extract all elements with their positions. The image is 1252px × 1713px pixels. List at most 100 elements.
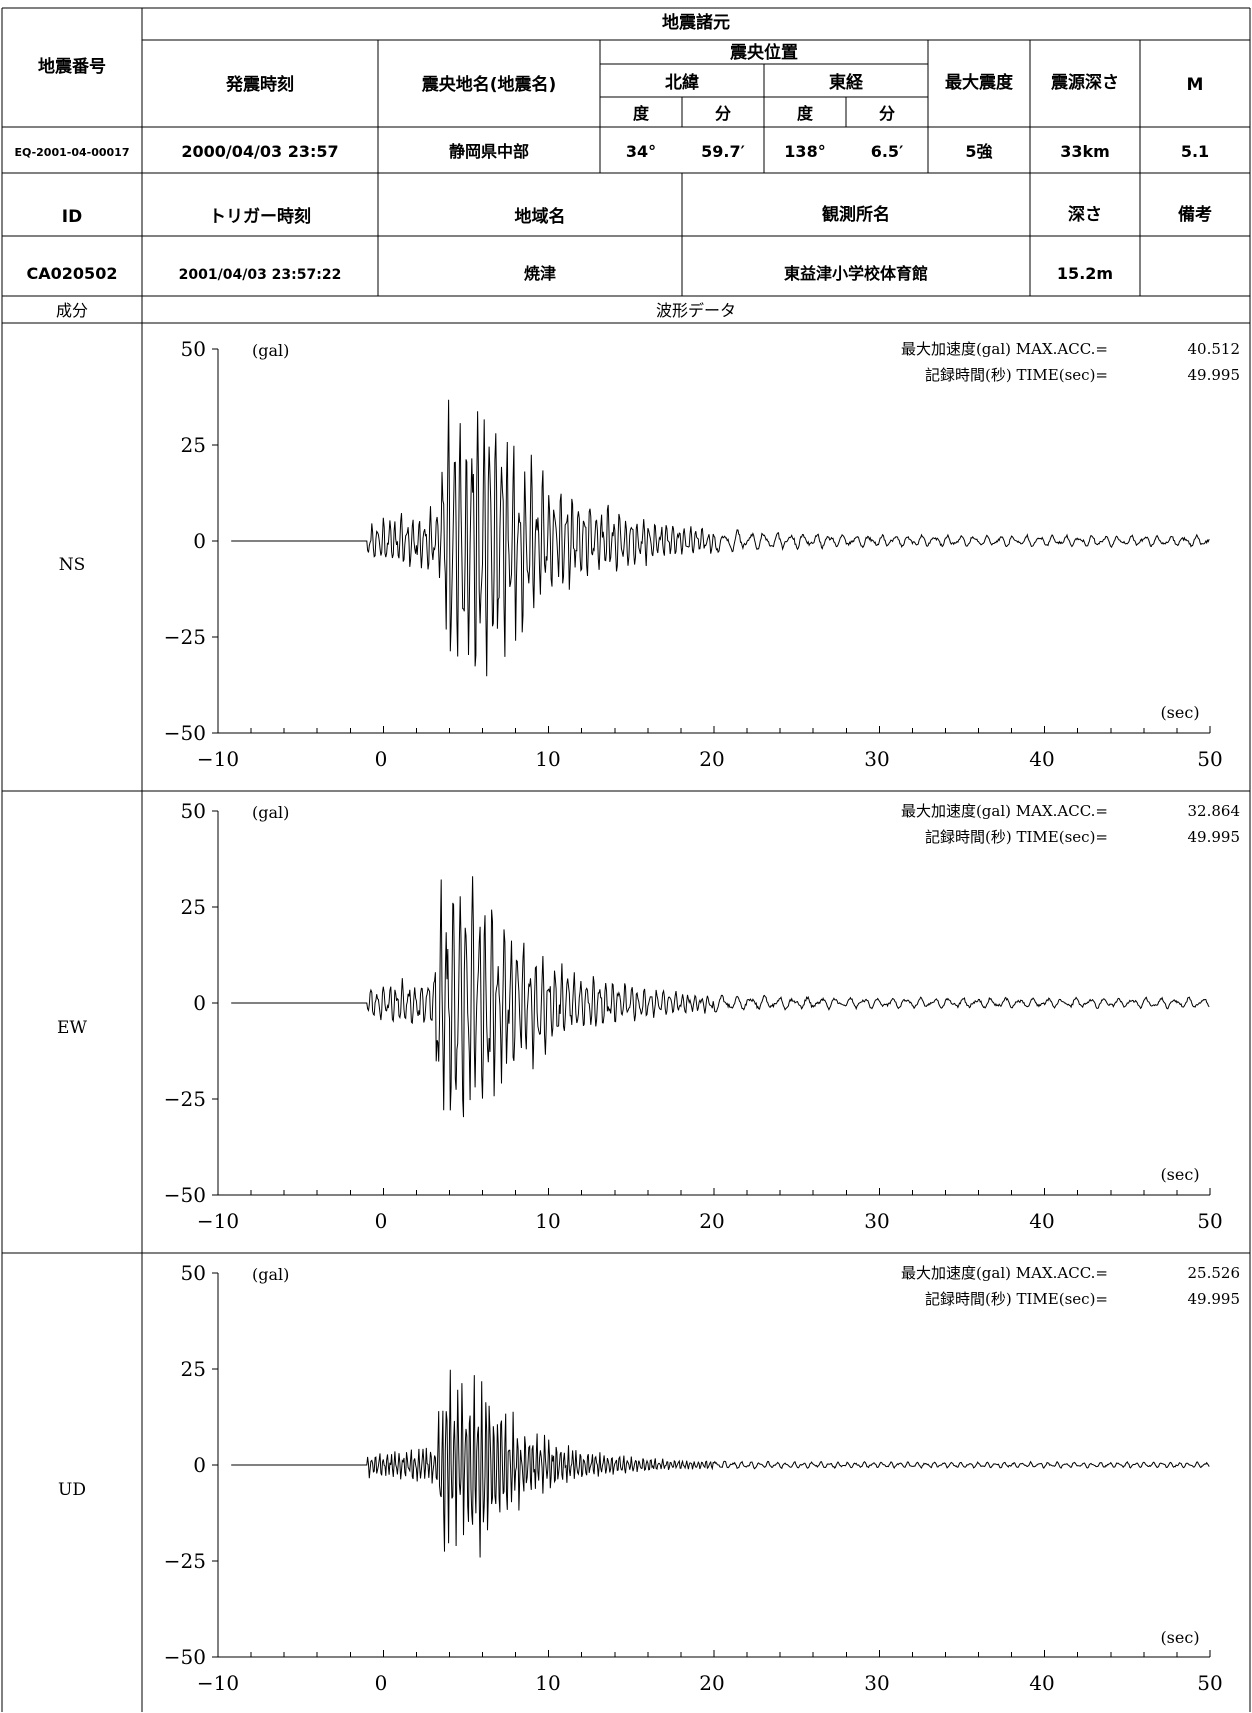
station-depth: 15.2m <box>1057 264 1113 283</box>
y-tick-label: −25 <box>164 625 206 649</box>
x-tick-label: −10 <box>197 1209 239 1233</box>
col-max-intensity: 最大震度 <box>945 72 1014 93</box>
x-tick-label: 30 <box>864 747 889 771</box>
x-tick-label: 40 <box>1029 1209 1054 1233</box>
max-acc-value: 40.512 <box>1188 340 1241 358</box>
y-tick-label: 0 <box>193 1453 206 1477</box>
event-row: EQ-2001-04-00017 2000/04/03 23:57 静岡県中部 … <box>15 142 1210 161</box>
x-tick-label: 0 <box>375 1209 388 1233</box>
lat-deg: 34° <box>626 142 656 161</box>
x-tick-label: 20 <box>699 747 724 771</box>
x-tick-label: 10 <box>535 1671 560 1695</box>
col-station-depth: 深さ <box>1068 204 1102 225</box>
record-time-value: 49.995 <box>1188 366 1241 384</box>
x-tick-label: 0 <box>375 1671 388 1695</box>
x-tick-label: 30 <box>864 1209 889 1233</box>
col-station: 観測所名 <box>822 204 890 225</box>
y-tick-label: −25 <box>164 1549 206 1573</box>
col-waveform: 波形データ <box>656 301 736 320</box>
waveform-panel-ew: EW (gal) 最大加速度(gal) MAX.ACC.= 32.864 記録時… <box>57 799 1240 1233</box>
max-acc-label: 最大加速度(gal) MAX.ACC.= <box>901 1264 1108 1282</box>
y-tick-label: 50 <box>181 799 206 823</box>
x-unit-label: (sec) <box>1160 1628 1199 1647</box>
x-unit-label: (sec) <box>1160 703 1199 722</box>
header-table <box>1 7 1251 1712</box>
record-time-label: 記録時間(秒) TIME(sec)= <box>925 1290 1108 1308</box>
col-lat: 北緯 <box>665 72 699 93</box>
max-acc-label: 最大加速度(gal) MAX.ACC.= <box>901 802 1108 820</box>
lon-deg: 138° <box>784 142 825 161</box>
x-tick-label: 40 <box>1029 747 1054 771</box>
lon-min: 6.5′ <box>871 142 904 161</box>
col-depth: 震源深さ <box>1050 72 1119 93</box>
waveform-panel-ud: UD (gal) 最大加速度(gal) MAX.ACC.= 25.526 記録時… <box>58 1261 1240 1695</box>
waveform-panel-ns: NS (gal) 最大加速度(gal) MAX.ACC.= 40.512 記録時… <box>59 337 1240 771</box>
record-time-label: 記録時間(秒) TIME(sec)= <box>925 366 1108 384</box>
event-no: EQ-2001-04-00017 <box>15 146 130 159</box>
max-acc-label: 最大加速度(gal) MAX.ACC.= <box>901 340 1108 358</box>
component-label: EW <box>57 1018 87 1038</box>
section-title: 地震諸元 <box>662 12 730 33</box>
x-tick-label: −10 <box>197 747 239 771</box>
col-component: 成分 <box>56 301 88 320</box>
x-tick-label: −10 <box>197 1671 239 1695</box>
depth: 33km <box>1060 142 1110 161</box>
col-id: ID <box>62 207 82 227</box>
col-trigger: トリガー時刻 <box>209 206 311 227</box>
y-tick-label: −50 <box>164 1645 206 1669</box>
y-tick-label: −50 <box>164 721 206 745</box>
col-origin-time: 発震時刻 <box>225 74 294 95</box>
ns-waveform-line <box>231 399 1210 677</box>
x-tick-label: 0 <box>375 747 388 771</box>
y-tick-label: 0 <box>193 991 206 1015</box>
x-tick-label: 50 <box>1197 1209 1222 1233</box>
col-lon: 東経 <box>829 72 864 93</box>
y-tick-label: −25 <box>164 1087 206 1111</box>
header-labels: 地震諸元 地震番号 発震時刻 震央地名(地震名) 震央位置 北緯 東経 度 分 … <box>38 12 1203 123</box>
max-acc-value: 32.864 <box>1188 802 1241 820</box>
x-tick-label: 20 <box>699 1209 724 1233</box>
record-time-label: 記録時間(秒) TIME(sec)= <box>925 828 1108 846</box>
y-tick-label: 50 <box>181 337 206 361</box>
max-intensity: 5強 <box>965 142 992 161</box>
lat-min: 59.7′ <box>701 142 745 161</box>
waveform-header-row: 成分 波形データ <box>56 301 736 320</box>
component-label: UD <box>58 1480 86 1500</box>
x-tick-label: 20 <box>699 1671 724 1695</box>
trigger-time: 2001/04/03 23:57:22 <box>179 267 342 283</box>
col-magnitude: M <box>1187 75 1204 95</box>
col-lon-deg: 度 <box>797 104 814 123</box>
col-epicenter-name: 震央地名(地震名) <box>421 74 557 95</box>
col-note: 備考 <box>1178 204 1212 225</box>
col-event-no: 地震番号 <box>38 56 106 77</box>
y-tick-label: 25 <box>181 433 206 457</box>
col-epicenter-pos: 震央位置 <box>729 42 798 63</box>
x-unit-label: (sec) <box>1160 1165 1199 1184</box>
y-unit-label: (gal) <box>252 803 289 822</box>
y-tick-label: −50 <box>164 1183 206 1207</box>
col-lat-deg: 度 <box>633 104 650 123</box>
record-time-value: 49.995 <box>1188 1290 1241 1308</box>
y-unit-label: (gal) <box>252 341 289 360</box>
component-label: NS <box>59 555 86 575</box>
x-tick-label: 30 <box>864 1671 889 1695</box>
col-lat-min: 分 <box>715 104 731 123</box>
x-tick-label: 40 <box>1029 1671 1054 1695</box>
x-tick-label: 10 <box>535 1209 560 1233</box>
max-acc-value: 25.526 <box>1188 1264 1241 1282</box>
x-tick-label: 10 <box>535 747 560 771</box>
x-tick-label: 50 <box>1197 747 1222 771</box>
y-tick-label: 0 <box>193 529 206 553</box>
y-tick-label: 50 <box>181 1261 206 1285</box>
station-id: CA020502 <box>27 264 118 283</box>
ew-waveform-line <box>231 876 1210 1118</box>
region: 焼津 <box>524 264 556 283</box>
x-tick-label: 50 <box>1197 1671 1222 1695</box>
y-tick-label: 25 <box>181 1357 206 1381</box>
epicenter: 静岡県中部 <box>449 142 529 161</box>
station-row: CA020502 2001/04/03 23:57:22 焼津 東益津小学校体育… <box>27 264 1114 283</box>
record-time-value: 49.995 <box>1188 828 1241 846</box>
magnitude: 5.1 <box>1181 142 1209 161</box>
ud-waveform-line <box>231 1369 1210 1558</box>
